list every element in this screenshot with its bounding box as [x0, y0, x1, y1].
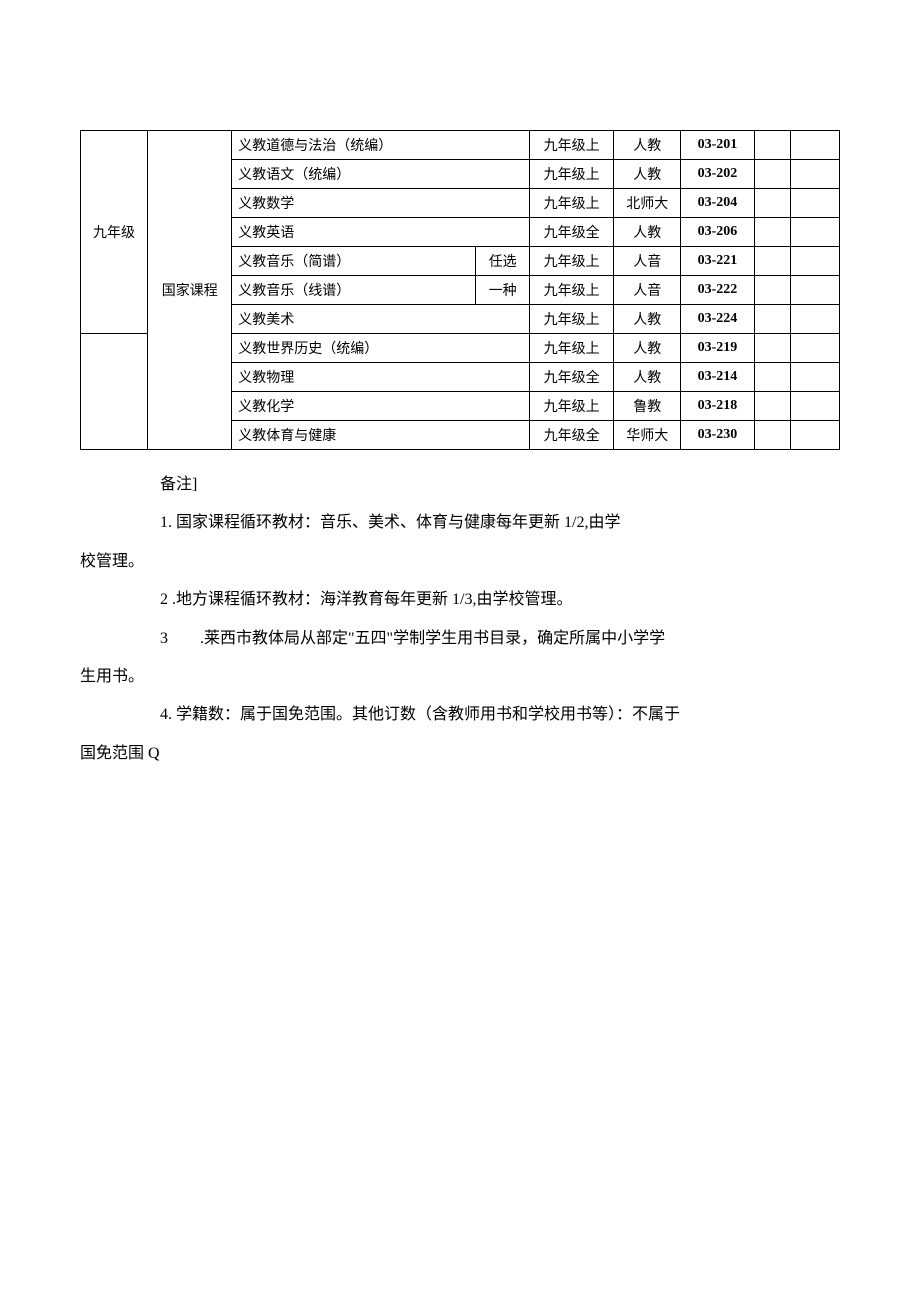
code-cell: 03-219: [681, 334, 754, 363]
empty-cell: [754, 247, 791, 276]
empty-cell: [754, 218, 791, 247]
code-cell: 03-224: [681, 305, 754, 334]
empty-cell: [791, 363, 840, 392]
code-cell: 03-218: [681, 392, 754, 421]
volume-cell: 九年级全: [530, 218, 614, 247]
code-cell: 03-202: [681, 160, 754, 189]
empty-cell: [754, 421, 791, 450]
code-cell: 03-204: [681, 189, 754, 218]
publisher-cell: 人音: [614, 247, 681, 276]
notes-header: 备注]: [160, 466, 840, 504]
empty-cell: [754, 276, 791, 305]
publisher-cell: 人教: [614, 305, 681, 334]
note-2: 2 .地方课程循环教材：海洋教育每年更新 1/3,由学校管理。: [160, 581, 840, 619]
subject-cell: 义教世界历史（统编）: [232, 334, 530, 363]
empty-cell: [791, 276, 840, 305]
note-3b: 生用书。: [80, 658, 840, 696]
empty-cell: [791, 218, 840, 247]
category-cell: 国家课程: [148, 131, 232, 450]
note-1a: 1. 国家课程循环教材：音乐、美术、体育与健康每年更新 1/2,由学: [160, 504, 840, 542]
subject-cell: 义教英语: [232, 218, 530, 247]
subject-cell: 义教美术: [232, 305, 530, 334]
note-4a: 4. 学籍数：属于国免范围。其他订数（含教师用书和学校用书等）：不属于: [160, 696, 840, 734]
note-3a: 3 .莱西市教体局从部定"五四"学制学生用书目录，确定所属中小学学: [160, 620, 840, 658]
publisher-cell: 华师大: [614, 421, 681, 450]
code-cell: 03-221: [681, 247, 754, 276]
volume-cell: 九年级上: [530, 392, 614, 421]
volume-cell: 九年级上: [530, 189, 614, 218]
volume-cell: 九年级上: [530, 276, 614, 305]
publisher-cell: 鲁教: [614, 392, 681, 421]
note-cell: 任选: [476, 247, 530, 276]
publisher-cell: 北师大: [614, 189, 681, 218]
note-4b: 国免范围 Q: [80, 735, 840, 773]
grade-cell: 九年级: [81, 131, 148, 334]
subject-cell: 义教音乐（线谱）: [232, 276, 476, 305]
notes-section: 备注] 1. 国家课程循环教材：音乐、美术、体育与健康每年更新 1/2,由学 校…: [160, 466, 840, 773]
publisher-cell: 人教: [614, 334, 681, 363]
publisher-cell: 人教: [614, 363, 681, 392]
volume-cell: 九年级全: [530, 363, 614, 392]
subject-cell: 义教化学: [232, 392, 530, 421]
empty-cell: [791, 305, 840, 334]
code-cell: 03-230: [681, 421, 754, 450]
empty-cell: [754, 189, 791, 218]
volume-cell: 九年级上: [530, 334, 614, 363]
note-cell: 一种: [476, 276, 530, 305]
subject-cell: 义教音乐（简谱）: [232, 247, 476, 276]
volume-cell: 九年级全: [530, 421, 614, 450]
note-1b: 校管理。: [80, 543, 840, 581]
empty-cell: [754, 392, 791, 421]
table-row: 九年级国家课程义教道德与法治（统编）九年级上人教03-201: [81, 131, 840, 160]
empty-cell: [791, 131, 840, 160]
publisher-cell: 人教: [614, 160, 681, 189]
subject-cell: 义教数学: [232, 189, 530, 218]
subject-cell: 义教道德与法治（统编）: [232, 131, 530, 160]
volume-cell: 九年级上: [530, 131, 614, 160]
textbook-table: 九年级国家课程义教道德与法治（统编）九年级上人教03-201义教语文（统编）九年…: [80, 130, 840, 450]
subject-cell: 义教体育与健康: [232, 421, 530, 450]
publisher-cell: 人音: [614, 276, 681, 305]
empty-cell: [791, 334, 840, 363]
empty-cell: [791, 189, 840, 218]
volume-cell: 九年级上: [530, 305, 614, 334]
subject-cell: 义教物理: [232, 363, 530, 392]
empty-cell: [754, 363, 791, 392]
empty-cell: [791, 160, 840, 189]
publisher-cell: 人教: [614, 131, 681, 160]
empty-cell: [754, 160, 791, 189]
code-cell: 03-222: [681, 276, 754, 305]
empty-cell: [754, 334, 791, 363]
empty-cell: [754, 131, 791, 160]
volume-cell: 九年级上: [530, 160, 614, 189]
subject-cell: 义教语文（统编）: [232, 160, 530, 189]
code-cell: 03-214: [681, 363, 754, 392]
volume-cell: 九年级上: [530, 247, 614, 276]
empty-cell: [754, 305, 791, 334]
grade-cell-empty: [81, 334, 148, 450]
empty-cell: [791, 392, 840, 421]
code-cell: 03-206: [681, 218, 754, 247]
empty-cell: [791, 421, 840, 450]
publisher-cell: 人教: [614, 218, 681, 247]
code-cell: 03-201: [681, 131, 754, 160]
empty-cell: [791, 247, 840, 276]
